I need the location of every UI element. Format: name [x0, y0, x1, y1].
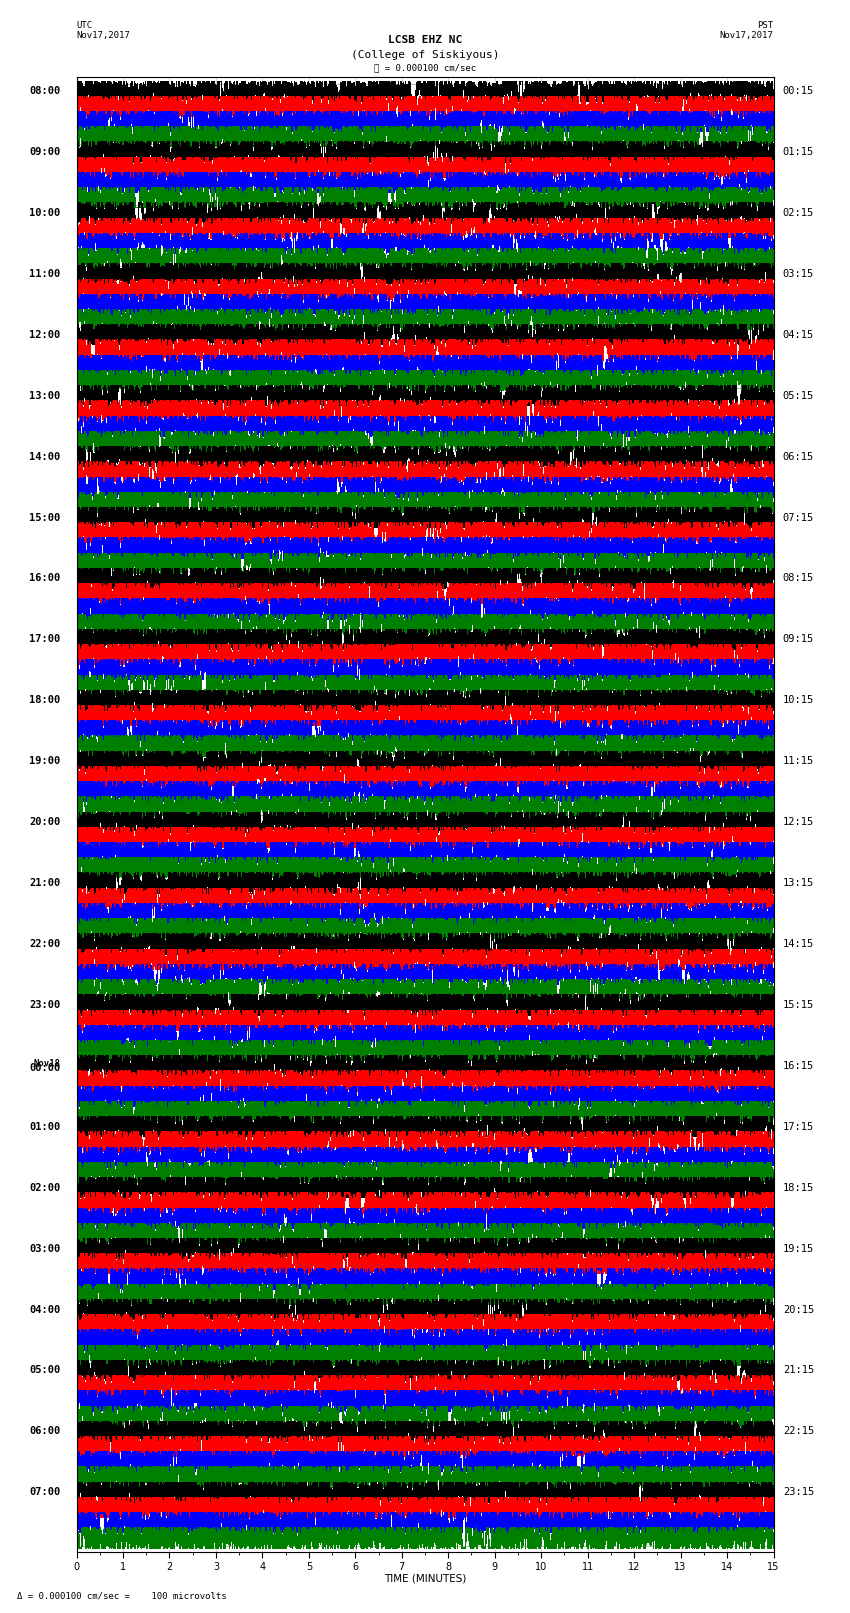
- Text: 23:15: 23:15: [783, 1487, 814, 1497]
- Text: 17:00: 17:00: [29, 634, 60, 645]
- Text: (College of Siskiyous): (College of Siskiyous): [351, 50, 499, 60]
- Text: 23:00: 23:00: [29, 1000, 60, 1010]
- Text: 13:15: 13:15: [783, 877, 814, 889]
- Text: 11:00: 11:00: [29, 269, 60, 279]
- Text: 06:15: 06:15: [783, 452, 814, 461]
- Text: 05:15: 05:15: [783, 390, 814, 400]
- Text: 19:15: 19:15: [783, 1244, 814, 1253]
- Text: LCSB EHZ NC: LCSB EHZ NC: [388, 35, 462, 45]
- Text: 03:15: 03:15: [783, 269, 814, 279]
- Text: 20:00: 20:00: [29, 818, 60, 827]
- Text: 11:15: 11:15: [783, 756, 814, 766]
- Text: 02:15: 02:15: [783, 208, 814, 218]
- Text: 18:00: 18:00: [29, 695, 60, 705]
- Text: 09:15: 09:15: [783, 634, 814, 645]
- Text: 05:00: 05:00: [29, 1366, 60, 1376]
- Text: 06:00: 06:00: [29, 1426, 60, 1437]
- Text: UTC
Nov17,2017: UTC Nov17,2017: [76, 21, 130, 40]
- Text: 07:15: 07:15: [783, 513, 814, 523]
- Text: 13:00: 13:00: [29, 390, 60, 400]
- Text: 14:00: 14:00: [29, 452, 60, 461]
- Text: 09:00: 09:00: [29, 147, 60, 156]
- Text: 08:15: 08:15: [783, 574, 814, 584]
- Text: ⎹ = 0.000100 cm/sec: ⎹ = 0.000100 cm/sec: [374, 63, 476, 73]
- Text: 16:15: 16:15: [783, 1061, 814, 1071]
- Text: 12:15: 12:15: [783, 818, 814, 827]
- Text: 02:00: 02:00: [29, 1182, 60, 1192]
- X-axis label: TIME (MINUTES): TIME (MINUTES): [384, 1574, 466, 1584]
- Text: Nov18: Nov18: [33, 1058, 60, 1068]
- Text: 16:00: 16:00: [29, 574, 60, 584]
- Text: 04:15: 04:15: [783, 329, 814, 340]
- Text: 03:00: 03:00: [29, 1244, 60, 1253]
- Text: 00:00: 00:00: [29, 1063, 60, 1073]
- Text: 17:15: 17:15: [783, 1121, 814, 1132]
- Text: 14:15: 14:15: [783, 939, 814, 948]
- Text: 22:15: 22:15: [783, 1426, 814, 1437]
- Text: 12:00: 12:00: [29, 329, 60, 340]
- Text: 20:15: 20:15: [783, 1305, 814, 1315]
- Text: 01:00: 01:00: [29, 1121, 60, 1132]
- Text: 04:00: 04:00: [29, 1305, 60, 1315]
- Text: 01:15: 01:15: [783, 147, 814, 156]
- Text: 19:00: 19:00: [29, 756, 60, 766]
- Text: 15:00: 15:00: [29, 513, 60, 523]
- Text: Δ = 0.000100 cm/sec =    100 microvolts: Δ = 0.000100 cm/sec = 100 microvolts: [17, 1590, 227, 1600]
- Text: 08:00: 08:00: [29, 85, 60, 97]
- Text: 07:00: 07:00: [29, 1487, 60, 1497]
- Text: 18:15: 18:15: [783, 1182, 814, 1192]
- Text: 15:15: 15:15: [783, 1000, 814, 1010]
- Text: 10:15: 10:15: [783, 695, 814, 705]
- Text: 00:15: 00:15: [783, 85, 814, 97]
- Text: 22:00: 22:00: [29, 939, 60, 948]
- Text: PST
Nov17,2017: PST Nov17,2017: [720, 21, 774, 40]
- Text: 10:00: 10:00: [29, 208, 60, 218]
- Text: 21:00: 21:00: [29, 877, 60, 889]
- Text: 21:15: 21:15: [783, 1366, 814, 1376]
